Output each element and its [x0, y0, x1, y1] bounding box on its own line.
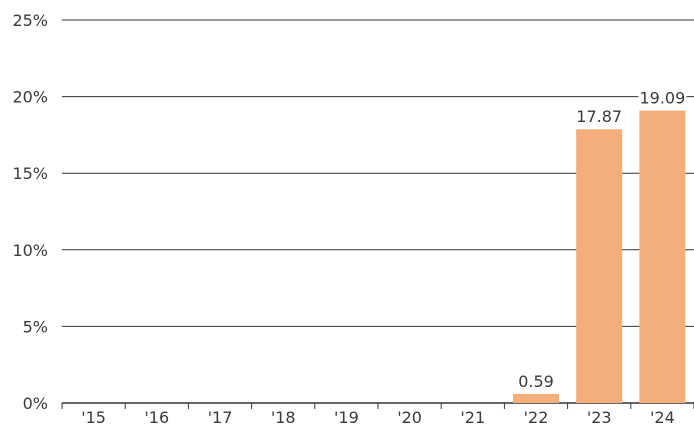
bar [639, 110, 686, 403]
data-label: 0.59 [518, 372, 554, 391]
data-label-bg [512, 369, 560, 390]
data-label: 19.09 [639, 89, 685, 108]
data-label: 17.87 [576, 107, 622, 126]
data-label-bg [575, 105, 624, 126]
bar [576, 129, 623, 403]
x-tick-label: '19 [334, 408, 359, 427]
y-tick-label: 25% [12, 11, 48, 30]
x-tick-label: '15 [81, 408, 106, 427]
bar [513, 393, 559, 403]
x-tick-label: '20 [397, 408, 422, 427]
data-label-bg [638, 86, 687, 107]
y-tick-label: 10% [12, 241, 48, 260]
x-tick-label: '16 [144, 408, 169, 427]
y-tick-label: 20% [12, 88, 48, 107]
x-tick-label: '22 [524, 408, 549, 427]
x-tick-label: '23 [587, 408, 612, 427]
x-tick-label: '18 [271, 408, 296, 427]
x-tick-label: '21 [460, 408, 485, 427]
y-tick-label: 5% [23, 317, 48, 336]
x-tick-label: '24 [650, 408, 675, 427]
y-tick-label: 0% [23, 394, 48, 413]
y-tick-label: 15% [12, 164, 48, 183]
x-tick-label: '17 [208, 408, 233, 427]
